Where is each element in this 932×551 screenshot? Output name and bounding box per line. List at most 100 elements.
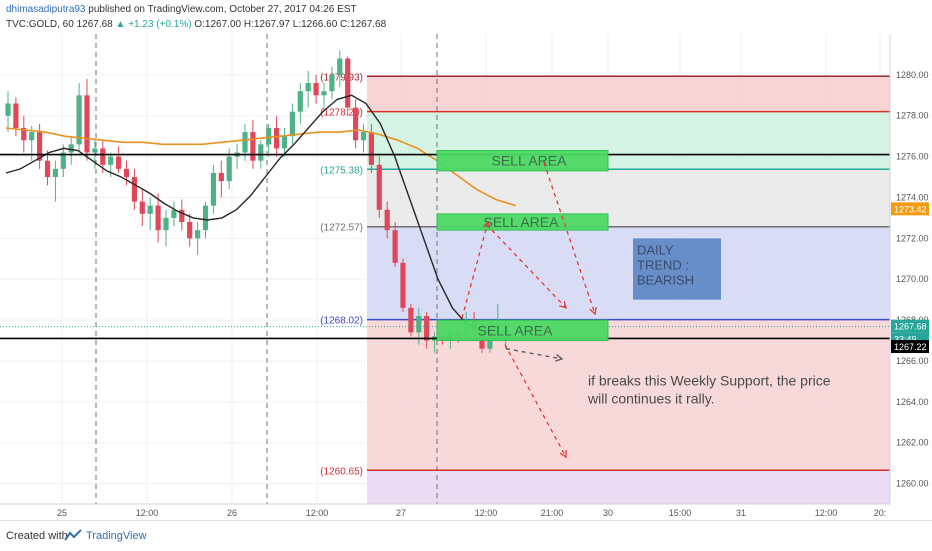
note-text: will continues it rally. xyxy=(587,390,715,406)
candle-body xyxy=(147,205,153,214)
candle-body xyxy=(242,132,248,153)
fib-level-label: (1278.20) xyxy=(320,108,363,119)
ohlc-values: O:1267.00 H:1267.97 L:1266.60 C:1267.68 xyxy=(191,19,387,30)
session-breaks xyxy=(95,34,438,504)
trend-box-text: DAILY xyxy=(637,242,674,257)
candle xyxy=(52,160,58,202)
arrow-down-2 xyxy=(543,162,597,316)
price-tick-label: 1280.00 xyxy=(896,70,929,80)
candle-body xyxy=(187,222,193,239)
arrow-shaft xyxy=(461,221,489,319)
sma-slow-price-tag: 1273.42 xyxy=(891,202,929,216)
candle xyxy=(281,128,288,157)
candle-body xyxy=(171,209,177,218)
arrow-head xyxy=(589,306,597,316)
tradingview-logo-icon xyxy=(64,529,82,541)
candle-body xyxy=(13,103,19,128)
candle xyxy=(123,160,130,186)
time-tick-label: 12:00 xyxy=(815,508,838,518)
time-tick-label: 20: xyxy=(874,508,887,518)
fib-level-label: (1260.65) xyxy=(320,466,363,477)
candle-body xyxy=(360,132,367,141)
candle-body xyxy=(345,58,351,108)
time-tick-label: 26 xyxy=(227,508,237,518)
candle xyxy=(384,201,390,239)
candle-body xyxy=(337,58,343,75)
fib-zone xyxy=(367,470,890,504)
trend-box-bg xyxy=(633,238,721,300)
symbol-line: TVC:GOLD, 60 1267.68 ▲ +1.23 (+0.1%) O:1… xyxy=(6,19,386,30)
fibonacci-zones xyxy=(367,76,890,504)
candle-body xyxy=(52,168,58,178)
candle-body xyxy=(44,160,51,178)
moving-averages xyxy=(5,94,516,331)
note-text: if breaks this Weekly Support, the price xyxy=(588,372,831,388)
time-tick-label: 31 xyxy=(736,508,746,518)
candle xyxy=(76,83,82,151)
candle-body xyxy=(408,307,414,333)
candle-body xyxy=(226,156,232,182)
candle-body xyxy=(313,83,319,96)
support-price-tag-text: 1267.22 xyxy=(894,342,927,352)
author-link[interactable]: dhimasadiputra93 xyxy=(6,4,86,15)
candle-body xyxy=(376,164,382,210)
candle-body xyxy=(329,74,335,92)
candle xyxy=(321,83,327,112)
candle xyxy=(345,56,351,116)
candle-body xyxy=(92,148,98,153)
sell-area-label: SELL AREA xyxy=(484,214,560,230)
sell-area-label: SELL AREA xyxy=(478,322,554,338)
arrow-shaft xyxy=(543,162,596,315)
candle xyxy=(250,119,256,169)
candle xyxy=(424,311,430,349)
candle xyxy=(210,164,216,214)
price-tick-label: 1260.00 xyxy=(896,479,929,489)
candle-body xyxy=(424,316,430,341)
sma-slow-line xyxy=(5,127,516,207)
chart[interactable]: (1279.93) (1278.20) (1275.38) (1272.57) (126… xyxy=(0,34,932,520)
time-tick-label: 12:00 xyxy=(475,508,498,518)
candle xyxy=(5,91,11,133)
candle xyxy=(297,83,303,124)
candle xyxy=(60,144,66,178)
candle xyxy=(179,199,185,231)
candle-body xyxy=(76,95,82,145)
candle-body xyxy=(266,128,272,145)
fib-zone xyxy=(367,226,890,320)
candle-body xyxy=(281,136,288,149)
support-price-tag: 1267.22 xyxy=(891,340,929,354)
candle-body xyxy=(392,230,398,263)
footer: Created with TradingView xyxy=(0,520,932,551)
candle-body xyxy=(297,91,303,112)
tradingview-brand-link[interactable]: TradingView xyxy=(86,530,147,542)
candle-body xyxy=(368,132,374,165)
candle-body xyxy=(274,128,280,149)
price-tick-label: 1278.00 xyxy=(896,111,929,121)
candle xyxy=(21,115,27,153)
support-price-tag-bg xyxy=(891,340,929,354)
arrow-head xyxy=(555,354,564,362)
candle xyxy=(266,123,272,157)
sell-area-box xyxy=(436,319,609,342)
arrow-shaft xyxy=(491,229,567,309)
sma-slow-price-tag-text: 1273.42 xyxy=(894,204,927,214)
arrow-down-3 xyxy=(504,344,567,459)
candle-body xyxy=(100,148,106,165)
time-tick-label: 15:00 xyxy=(669,508,692,518)
arrow-head xyxy=(559,300,567,309)
candle xyxy=(68,136,74,165)
sell-area-box xyxy=(436,149,609,172)
current-price-tag: 1267.68 xyxy=(891,319,929,333)
fib-zone xyxy=(367,76,890,112)
current-price-tag-text: 1267.68 xyxy=(894,322,927,332)
candle-body xyxy=(210,172,216,206)
candle-body xyxy=(179,209,185,222)
candle xyxy=(353,99,359,149)
current-price-tag-bg xyxy=(891,319,929,333)
candle xyxy=(337,50,343,88)
candle xyxy=(313,74,319,104)
candle-body xyxy=(250,132,256,161)
sma-slow-price-tag-bg xyxy=(891,202,929,216)
candle-body xyxy=(218,172,224,182)
